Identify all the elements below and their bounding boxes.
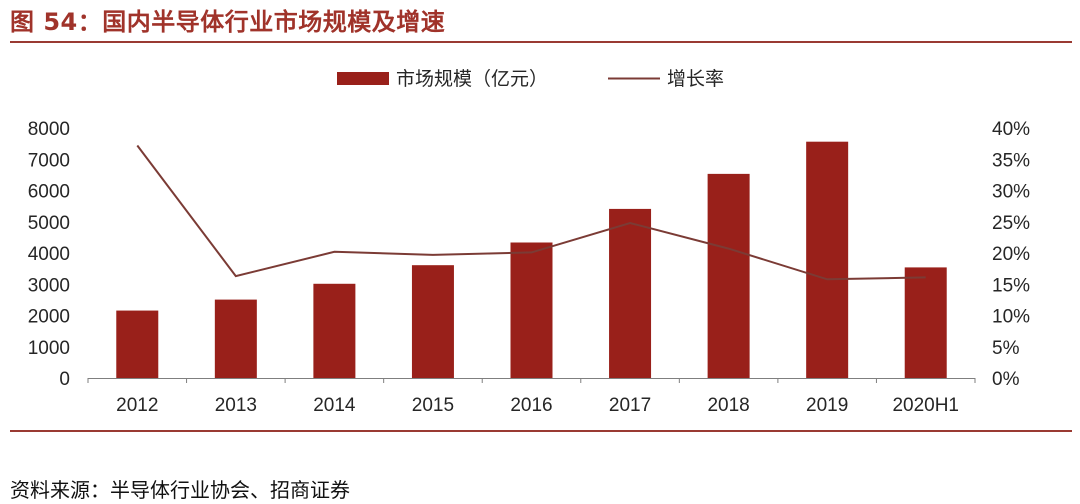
- x-tick-label: 2013: [215, 395, 257, 416]
- chart: 市场规模（亿元） 增长率 0 1000 2000 3000 4000 5000 6000 70…: [28, 68, 1030, 416]
- y-left-tick-label: 4000: [28, 244, 70, 265]
- top-divider: [10, 41, 1072, 43]
- bar-2019: [806, 141, 849, 378]
- bar-2012: [116, 310, 159, 378]
- y-right-tick-label: 40%: [992, 119, 1030, 140]
- y-right-tick-label: 5%: [992, 338, 1020, 359]
- x-tick-label: 2014: [313, 395, 356, 416]
- y-left-tick-label: 1000: [28, 338, 70, 359]
- growth-rate-line: [136, 144, 926, 281]
- y-right-tick-label: 35%: [992, 150, 1030, 171]
- y-left-tick-label: 0: [59, 369, 70, 390]
- y-right-tick-label: 20%: [992, 244, 1030, 265]
- axes: [87, 378, 976, 383]
- y-left-tick-label: 7000: [28, 150, 70, 171]
- y-left-tick-label: 2000: [28, 307, 70, 328]
- bar-2015: [411, 265, 454, 378]
- y-left-tick-label: 8000: [28, 119, 70, 140]
- bar-series: [116, 141, 947, 378]
- x-tick-label: 2018: [707, 395, 749, 416]
- x-tick-label: 2017: [609, 395, 651, 416]
- bar-2016: [510, 242, 553, 378]
- legend-label-bar: 市场规模（亿元）: [396, 68, 548, 90]
- y-left-tick-label: 3000: [28, 275, 70, 296]
- tick-labels: 0 1000 2000 3000 4000 5000 6000 7000 8000 0% 5% 10%…: [28, 119, 1030, 416]
- x-tick-label: 2015: [412, 395, 454, 416]
- legend-label-line: 增长率: [667, 68, 724, 90]
- bar-2017: [609, 208, 652, 378]
- y-left-tick-label: 6000: [28, 182, 70, 203]
- y-left-tick-label: 5000: [28, 213, 70, 234]
- legend: 市场规模（亿元） 增长率: [337, 68, 724, 90]
- figure-title: 图 54：国内半导体行业市场规模及增速: [10, 8, 446, 36]
- y-right-tick-label: 0%: [992, 369, 1020, 390]
- bar-2018: [707, 173, 750, 378]
- bar-2013: [214, 299, 257, 378]
- y-right-tick-label: 15%: [992, 275, 1030, 296]
- x-tick-label: 2019: [806, 395, 848, 416]
- bottom-divider: [10, 430, 1072, 432]
- bar-2020H1: [904, 267, 947, 378]
- y-right-tick-label: 10%: [992, 307, 1030, 328]
- x-tick-label: 2012: [116, 395, 158, 416]
- x-tick-label: 2020H1: [892, 395, 959, 416]
- x-tick-label: 2016: [510, 395, 552, 416]
- bar-2014: [313, 283, 356, 378]
- line-series: [136, 144, 926, 281]
- y-right-tick-label: 25%: [992, 213, 1030, 234]
- source-note: 资料来源：半导体行业协会、招商证券: [10, 478, 350, 502]
- legend-swatch-bar: [337, 72, 389, 85]
- y-right-tick-label: 30%: [992, 182, 1030, 203]
